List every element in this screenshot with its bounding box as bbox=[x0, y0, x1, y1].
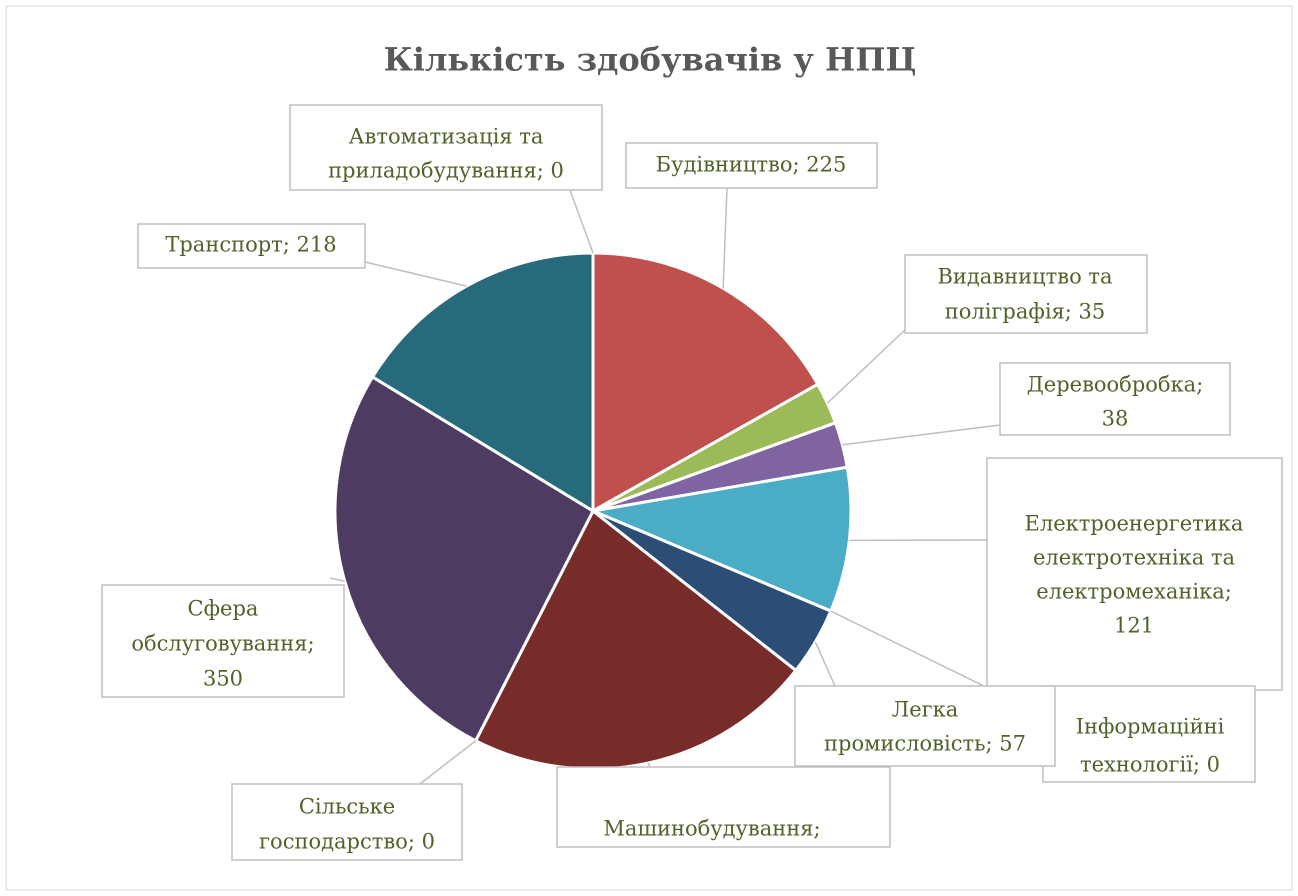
label-box bbox=[137, 223, 366, 269]
leader-line bbox=[826, 329, 906, 404]
pie-slice bbox=[587, 465, 853, 614]
label-box bbox=[1042, 685, 1256, 783]
data-label: Сільське bbox=[299, 795, 395, 819]
leader-line bbox=[569, 189, 594, 254]
label-box bbox=[231, 783, 463, 861]
leader-line bbox=[814, 641, 836, 687]
label-box bbox=[999, 362, 1231, 436]
label-box bbox=[904, 254, 1148, 334]
data-label: поліграфія; 35 bbox=[945, 300, 1106, 324]
data-label: Транспорт; 218 bbox=[165, 233, 336, 257]
data-label: електромеханіка; bbox=[1036, 580, 1232, 604]
label-box bbox=[289, 104, 603, 191]
leader-line bbox=[842, 424, 1001, 446]
data-label: 121 bbox=[1114, 614, 1154, 638]
data-label: Машинобудування; bbox=[603, 817, 820, 841]
label-box bbox=[101, 584, 345, 698]
leader-line bbox=[364, 261, 467, 287]
chart-title: Кількість здобувачів у НПЦ bbox=[384, 41, 917, 79]
label-box bbox=[556, 766, 891, 848]
data-label: Легка bbox=[892, 698, 959, 722]
label-box bbox=[986, 457, 1283, 691]
data-label: 350 bbox=[203, 667, 243, 691]
label-box bbox=[794, 685, 1056, 767]
data-label: Будівництво; 225 bbox=[656, 153, 847, 177]
data-label: промисловість; 57 bbox=[824, 732, 1026, 756]
data-label: Видавництво та bbox=[937, 265, 1112, 289]
data-label: Електроенергетика bbox=[1025, 512, 1244, 536]
data-label: обслуговування; bbox=[131, 632, 314, 656]
data-label: Автоматизація та bbox=[349, 125, 544, 149]
data-label: Деревообробка; bbox=[1027, 373, 1204, 397]
data-label: 38 bbox=[1102, 407, 1129, 431]
data-label: Інформаційні bbox=[1076, 715, 1225, 739]
pie-slice bbox=[473, 508, 798, 771]
data-label: господарство; 0 bbox=[259, 830, 435, 854]
pie-slice bbox=[591, 251, 820, 514]
data-label: електротехніка та bbox=[1033, 546, 1235, 570]
leader-line bbox=[419, 740, 477, 785]
data-label: приладобудування; 0 bbox=[328, 159, 564, 183]
data-label: Сфера bbox=[188, 597, 259, 621]
leader-line bbox=[329, 577, 345, 583]
label-box bbox=[625, 142, 878, 189]
data-label: технології; 0 bbox=[1080, 753, 1220, 777]
leader-line bbox=[722, 187, 728, 289]
pie-slice bbox=[370, 251, 595, 514]
